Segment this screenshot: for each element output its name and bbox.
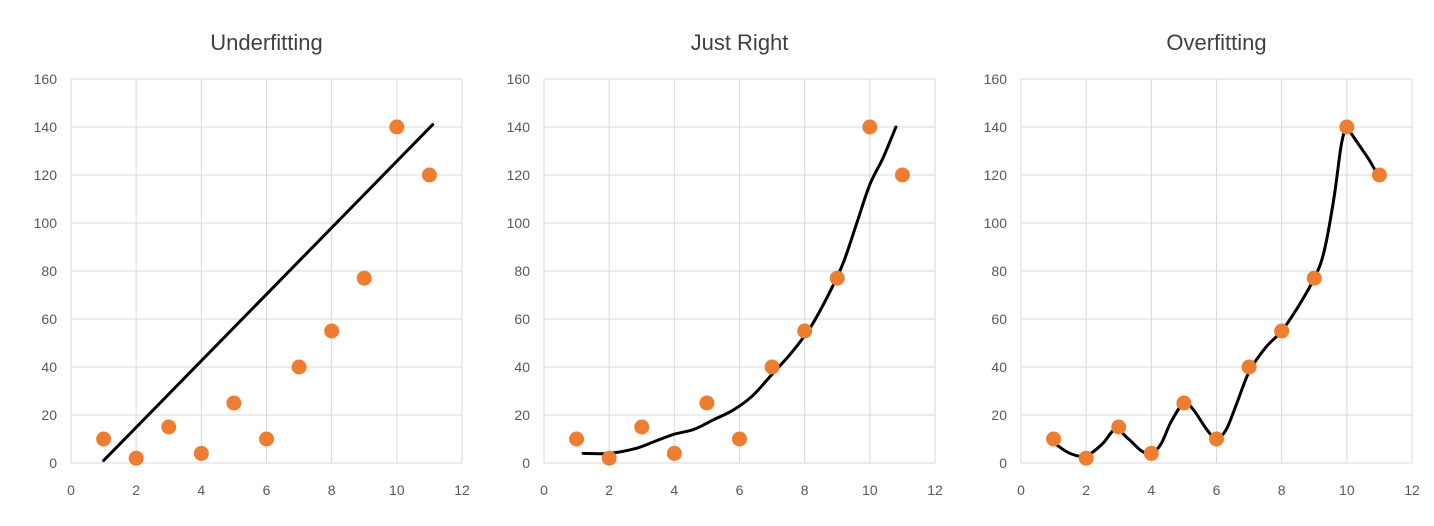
data-point (1306, 270, 1322, 286)
data-point (1046, 431, 1062, 447)
chart-title: Overfitting (1166, 30, 1266, 55)
data-point (666, 445, 682, 461)
fit-line (102, 123, 435, 463)
y-tick-label: 0 (522, 455, 530, 471)
data-point (601, 450, 617, 466)
x-tick-label: 12 (1404, 482, 1420, 498)
y-tick-label: 140 (34, 119, 58, 135)
y-tick-label: 60 (991, 311, 1007, 327)
data-point (862, 119, 878, 135)
data-point (1274, 323, 1290, 339)
data-point (1241, 359, 1257, 375)
y-tick-label: 80 (514, 263, 530, 279)
x-tick-label: 6 (263, 482, 271, 498)
y-tick-label: 120 (984, 167, 1008, 183)
y-tick-label: 160 (507, 71, 531, 87)
x-tick-label: 10 (1339, 482, 1355, 498)
data-point (128, 450, 144, 466)
y-tick-label: 160 (34, 71, 58, 87)
y-tick-label: 120 (507, 167, 531, 183)
data-point (324, 323, 340, 339)
x-tick-label: 4 (197, 482, 205, 498)
data-point (291, 359, 307, 375)
y-tick-label: 20 (514, 407, 530, 423)
data-point (894, 167, 910, 183)
data-point (829, 270, 845, 286)
fit-line (581, 125, 898, 456)
chart-title: Underfitting (210, 30, 323, 55)
data-point (421, 167, 437, 183)
x-tick-label: 12 (454, 482, 470, 498)
data-point (764, 359, 780, 375)
y-tick-label: 120 (34, 167, 58, 183)
y-tick-label: 20 (41, 407, 57, 423)
y-tick-label: 160 (984, 71, 1008, 87)
y-tick-label: 20 (991, 407, 1007, 423)
x-tick-label: 2 (605, 482, 613, 498)
y-tick-label: 80 (991, 263, 1007, 279)
data-point (1143, 445, 1159, 461)
x-tick-label: 10 (862, 482, 878, 498)
data-point (1111, 419, 1127, 435)
x-tick-label: 10 (389, 482, 405, 498)
data-point (1209, 431, 1224, 447)
data-point (259, 431, 274, 447)
data-point (634, 419, 650, 435)
data-point (389, 119, 405, 135)
data-point (96, 431, 112, 447)
x-tick-label: 4 (670, 482, 678, 498)
x-tick-label: 2 (1082, 482, 1090, 498)
x-tick-label: 6 (736, 482, 744, 498)
data-point (356, 270, 372, 286)
chart-underfitting: Underfitting 0 20 40 60 80 100 120 140 160 0 2 4 6 8 10… (34, 30, 470, 498)
data-point (699, 395, 715, 411)
data-point (1339, 119, 1355, 135)
data-point (226, 395, 242, 411)
x-tick-label: 0 (1017, 482, 1025, 498)
x-tick-label: 8 (1278, 482, 1286, 498)
y-tick-label: 0 (999, 455, 1007, 471)
x-tick-label: 0 (67, 482, 75, 498)
y-tick-label: 80 (41, 263, 57, 279)
chart-panel-underfitting: Underfitting 0 20 40 60 80 100 120 140 160 0 2 4 6 8 10… (0, 0, 478, 526)
data-point (732, 431, 747, 447)
data-point (1176, 395, 1192, 411)
x-tick-label: 12 (927, 482, 943, 498)
chart-just-right: Just Right 0 20 40 60 80 100 120 140 160 0 2 4 6 8 10 12 (507, 30, 943, 498)
data-point (1371, 167, 1387, 183)
y-tick-label: 40 (514, 359, 530, 375)
y-tick-label: 140 (984, 119, 1008, 135)
y-tick-label: 60 (514, 311, 530, 327)
chart-title: Just Right (691, 30, 789, 55)
y-tick-label: 140 (507, 119, 531, 135)
y-tick-label: 100 (984, 215, 1008, 231)
data-point (569, 431, 585, 447)
y-tick-label: 0 (49, 455, 57, 471)
data-point (797, 323, 813, 339)
y-tick-label: 40 (41, 359, 57, 375)
chart-panel-just-right: Just Right 0 20 40 60 80 100 120 140 160 0 2 4 6 8 10 12 (478, 0, 956, 526)
y-tick-label: 100 (507, 215, 531, 231)
x-tick-label: 8 (801, 482, 809, 498)
x-tick-label: 4 (1147, 482, 1155, 498)
x-tick-label: 6 (1213, 482, 1221, 498)
data-point (193, 445, 209, 461)
x-tick-label: 0 (540, 482, 548, 498)
y-tick-label: 40 (991, 359, 1007, 375)
x-tick-label: 8 (328, 482, 336, 498)
data-point (1078, 450, 1094, 466)
y-tick-label: 60 (41, 311, 57, 327)
chart-panel-overfitting: Overfitting 0 20 40 60 80 100 120 140 160 0 2 4 6 8 10 1… (956, 0, 1434, 526)
y-tick-label: 100 (34, 215, 58, 231)
chart-overfitting: Overfitting 0 20 40 60 80 100 120 140 160 0 2 4 6 8 10 1… (984, 30, 1420, 498)
data-point (161, 419, 177, 435)
x-tick-label: 2 (132, 482, 140, 498)
